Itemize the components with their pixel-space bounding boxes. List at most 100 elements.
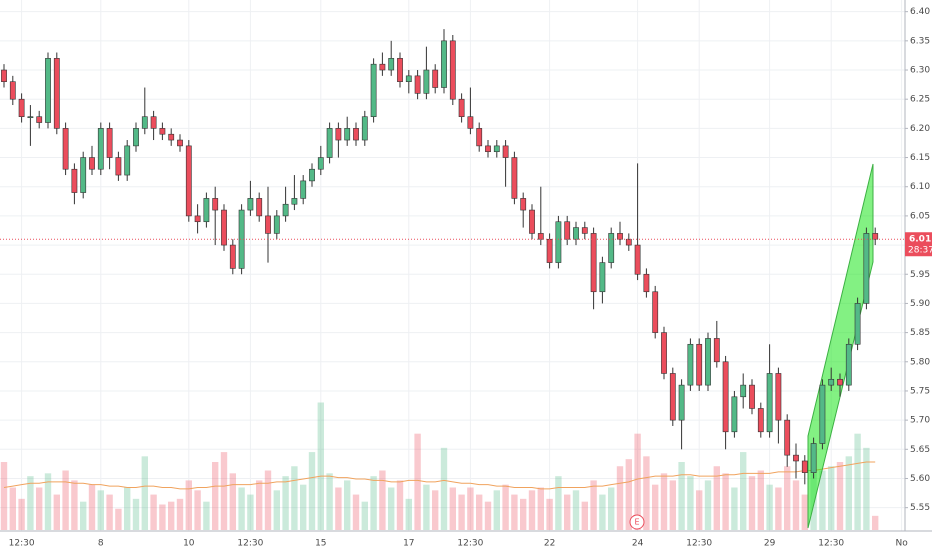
volume-bar <box>220 452 228 530</box>
candle-body <box>71 168 78 193</box>
y-tick-label: 5.70 <box>910 416 930 426</box>
candle-body <box>810 443 817 473</box>
volume-bar <box>564 494 571 530</box>
volume-bar <box>317 402 324 530</box>
candle-body <box>353 128 359 141</box>
candle-body <box>291 198 298 205</box>
volume-bar <box>528 490 536 530</box>
candle-body <box>326 128 333 158</box>
candle-body <box>731 396 738 433</box>
candle-body <box>652 291 659 333</box>
candle-body <box>432 69 439 88</box>
candle-body <box>749 384 755 409</box>
candle-body <box>27 116 34 119</box>
volume-bar <box>572 490 580 530</box>
volume-bar <box>115 508 122 530</box>
volume-bar <box>388 487 395 530</box>
x-tick-label: 15 <box>315 539 326 549</box>
volume-bar <box>845 456 852 530</box>
volume-bar <box>53 494 60 530</box>
candle-body <box>133 128 139 147</box>
candle-body <box>837 378 843 386</box>
candle-body <box>273 215 280 234</box>
volume-bar <box>308 452 316 530</box>
candle-body <box>141 116 148 129</box>
candle-body <box>1 69 7 82</box>
volume-bar <box>836 462 844 530</box>
volume-bar <box>432 490 439 530</box>
candle-body <box>212 198 219 211</box>
volume-bar <box>194 490 201 530</box>
candle-body <box>863 233 870 304</box>
candle-body <box>564 221 571 240</box>
volume-bar <box>9 487 16 530</box>
candle-body <box>441 40 447 88</box>
candle-body <box>643 273 650 293</box>
volume-pane <box>0 402 879 530</box>
candle-body <box>317 157 324 170</box>
volume-bar <box>784 466 791 530</box>
y-tick-label: 6.35 <box>910 36 930 46</box>
volume-bar <box>247 494 254 530</box>
volume-bar <box>159 504 166 530</box>
candle-body <box>177 139 183 147</box>
volume-bar <box>352 494 360 530</box>
candle-body <box>476 128 483 147</box>
y-tick-label: 5.55 <box>910 503 930 513</box>
y-tick-label: 6.20 <box>910 124 930 134</box>
volume-bar <box>423 484 430 530</box>
volume-bar <box>722 473 729 530</box>
candle-body <box>485 145 491 153</box>
candle-body <box>696 343 703 386</box>
candle-body <box>678 384 685 421</box>
event-marker-circle <box>629 514 645 530</box>
volume-bar <box>757 470 764 530</box>
volume-bar <box>335 487 342 530</box>
last-price-label: 6.01 <box>909 235 931 245</box>
y-tick-label: 5.60 <box>910 474 930 484</box>
volume-bar <box>150 494 157 530</box>
candle-body <box>194 215 201 223</box>
volume-bar <box>300 484 307 530</box>
volume-bar <box>361 501 368 530</box>
volume-bar <box>106 494 113 530</box>
volume-bar <box>537 487 544 530</box>
candle-body <box>221 209 227 246</box>
candle-body <box>335 128 342 141</box>
volume-bar <box>792 480 800 530</box>
candle-body <box>423 69 430 94</box>
candle-body <box>520 198 527 211</box>
candle-body <box>9 81 16 100</box>
volume-bar <box>212 462 219 530</box>
candle-body <box>397 58 403 82</box>
volume-bar <box>273 490 280 530</box>
volume-bar <box>775 487 782 530</box>
candle-body <box>819 384 826 444</box>
y-tick-label: 6.30 <box>910 66 930 76</box>
candle-body <box>256 198 263 217</box>
candle-body <box>757 408 764 433</box>
y-tick-label: 6.25 <box>910 95 930 105</box>
x-tick-label: 12:30 <box>686 539 712 549</box>
volume-bar <box>62 470 69 530</box>
candle-body <box>265 215 271 234</box>
candle-body <box>247 198 254 211</box>
volume-bar <box>493 490 500 530</box>
candle-body <box>309 168 315 182</box>
volume-bar <box>124 487 131 530</box>
volume-bar <box>36 487 43 530</box>
candle-body <box>493 145 500 153</box>
volume-bar <box>599 494 606 530</box>
candle-body <box>370 63 377 118</box>
volume-bar <box>643 456 650 530</box>
candle-body <box>872 233 879 240</box>
y-tick-label: 5.65 <box>910 445 930 455</box>
candle-body <box>229 244 236 269</box>
volume-bar <box>132 498 140 530</box>
candle-body <box>502 145 509 158</box>
candle-body <box>845 343 852 386</box>
candle-body <box>854 303 861 345</box>
countdown-label: 28:37 <box>908 246 932 256</box>
candle-body <box>661 332 667 374</box>
volume-bar <box>88 484 96 530</box>
